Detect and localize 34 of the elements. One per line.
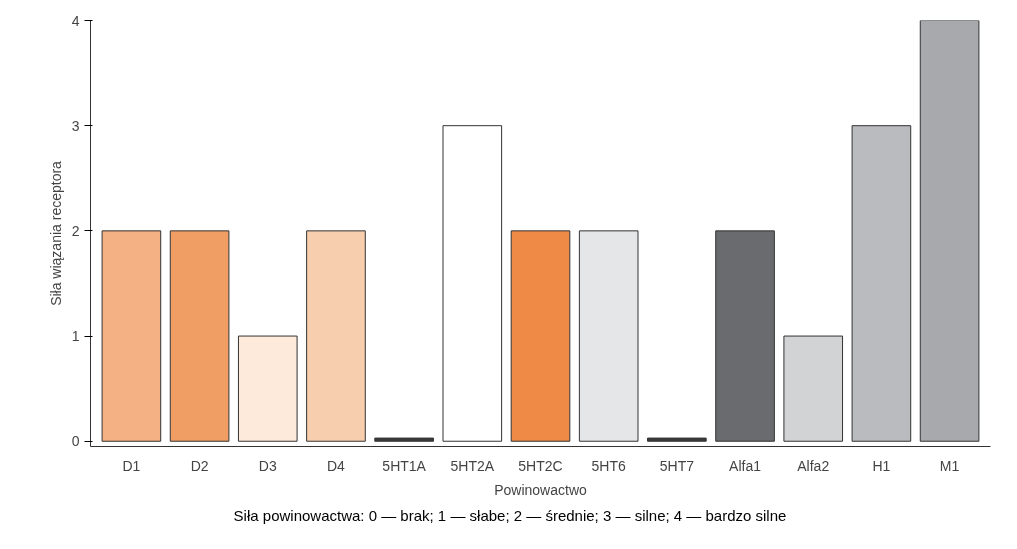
x-tick-label: 5HT6	[591, 457, 627, 474]
bar	[101, 230, 162, 442]
text: Siła powinowactwa: 0 — brak; 1 — słabe; 2 — średnie; 3 — silne; 4 — bardzo silne	[233, 506, 787, 526]
y-tick-label: 0	[71, 433, 80, 450]
bar	[851, 125, 912, 442]
x-tick-label: 5HT2C	[518, 457, 563, 474]
x-tick-label: D2	[190, 457, 209, 474]
x-tick-label: Alfa2	[797, 457, 830, 474]
y-tick-label: 4	[71, 12, 80, 29]
bar	[578, 230, 639, 442]
x-tick-label: 5HT1A	[382, 457, 427, 474]
bar	[647, 437, 707, 442]
y-tick-label: 3	[71, 117, 80, 134]
x-tick-label: Alfa1	[729, 457, 762, 474]
x-tick-label: M1	[939, 457, 960, 474]
bar	[169, 230, 230, 442]
x-tick-label: D1	[122, 457, 141, 474]
x-tick-label: 5HT2A	[450, 457, 495, 474]
x-axis-title: Powinowactwo	[494, 481, 588, 498]
bar	[237, 335, 298, 442]
bar	[919, 20, 980, 442]
x-tick-label: D4	[327, 457, 346, 474]
x-tick-label: H1	[872, 457, 891, 474]
bar	[715, 230, 775, 442]
y-tick-label: 1	[71, 328, 80, 345]
y-axis-title: Siła wiązania receptora	[47, 160, 64, 306]
bar	[306, 230, 366, 442]
bar	[442, 125, 503, 442]
bar	[374, 437, 434, 442]
x-tick-label: 5HT7	[659, 457, 695, 474]
y-tick-label: 2	[71, 222, 80, 239]
bar	[783, 335, 844, 442]
bar	[510, 230, 571, 442]
x-tick-label: D3	[258, 457, 277, 474]
